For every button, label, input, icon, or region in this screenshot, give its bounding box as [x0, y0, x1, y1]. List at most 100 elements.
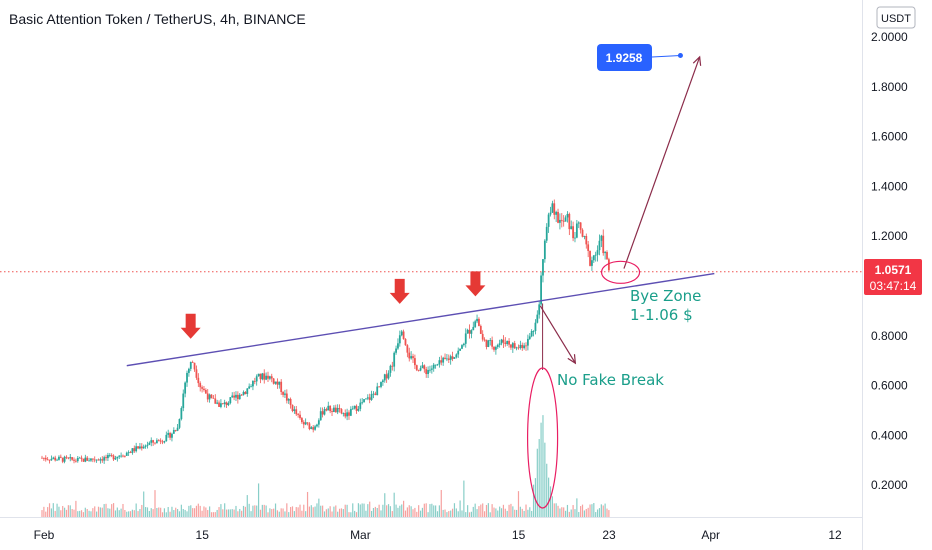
volume-bar: [578, 512, 580, 517]
candle-body: [255, 376, 258, 382]
candle-body: [75, 460, 77, 462]
candle-body: [208, 394, 211, 400]
volume-bar: [112, 503, 115, 517]
candle-body: [246, 388, 249, 394]
volume-bar: [389, 506, 392, 517]
resistance-marker: [465, 271, 486, 297]
volume-bar: [355, 512, 358, 517]
candle-body: [415, 365, 418, 371]
candle-body: [575, 223, 578, 238]
volume-bar: [161, 512, 164, 517]
volume-bar: [41, 510, 43, 517]
volume-bar: [391, 511, 393, 517]
volume-bar: [367, 504, 369, 517]
volume-bar: [133, 510, 135, 517]
candle-body: [127, 452, 130, 454]
volume-bar: [429, 504, 431, 517]
candle-body: [52, 457, 55, 459]
candle-body: [71, 457, 74, 460]
volume-bar: [540, 422, 542, 517]
volume-bar: [273, 508, 275, 517]
volume-bar: [207, 510, 209, 517]
candle-body: [210, 394, 213, 398]
candle-body: [248, 386, 251, 389]
candle-body: [385, 374, 388, 379]
time-axis[interactable]: Feb 15 Mar 15 23 Apr 12: [34, 528, 842, 542]
candle-body: [259, 373, 262, 380]
candle-body: [220, 403, 222, 407]
candle-body: [154, 442, 156, 444]
candle-body: [464, 333, 467, 344]
volume-bar: [570, 509, 572, 517]
candle-body: [517, 347, 520, 349]
candle-body: [238, 394, 241, 400]
target-label-box[interactable]: [597, 44, 652, 71]
currency-button[interactable]: USDT: [876, 6, 916, 29]
candle-body: [204, 390, 207, 394]
volume-bar: [363, 503, 365, 517]
volume-bar: [184, 509, 186, 517]
candle-body: [252, 381, 254, 387]
candle-body: [462, 343, 465, 346]
candle-body: [585, 236, 588, 245]
volume-bar: [386, 505, 388, 517]
volume-bar: [374, 506, 376, 517]
volume-bar: [467, 505, 469, 517]
candle-body: [293, 409, 296, 411]
candle-body: [355, 405, 358, 411]
volume-bar: [205, 507, 207, 517]
candle-body: [500, 339, 503, 344]
volume-bar: [241, 510, 243, 517]
volume-bar: [267, 512, 269, 517]
volume-bar: [218, 507, 220, 517]
candle-body: [383, 374, 386, 381]
candle-body: [606, 252, 608, 260]
candle-body: [559, 219, 561, 223]
candle-body: [184, 382, 187, 394]
target-arrow: [623, 55, 702, 269]
candle-body: [523, 345, 526, 349]
candle-body: [340, 409, 343, 414]
volume-bar: [572, 505, 574, 517]
volume-bar: [259, 509, 262, 517]
volume-bar: [124, 509, 126, 517]
candle-body: [321, 411, 324, 415]
volume-bar: [548, 477, 550, 517]
volume-bar: [435, 505, 437, 517]
candle-body: [395, 348, 397, 353]
volume-bar: [88, 510, 90, 517]
candle-body: [453, 357, 456, 359]
price-axis[interactable]: 2.00001.80001.60001.40001.20001.00000.80…: [871, 30, 908, 492]
currency-button-frame[interactable]: [876, 6, 916, 29]
volume-bar: [90, 511, 92, 517]
candle-body: [451, 356, 454, 359]
candle-body: [502, 339, 505, 343]
volume-bar: [502, 504, 505, 517]
volume-bar: [378, 504, 380, 517]
volume-bar: [410, 506, 412, 517]
candle-body: [88, 460, 90, 462]
candle-body: [566, 213, 569, 218]
volume-bar: [604, 503, 606, 517]
candle-body: [532, 330, 535, 332]
volume-bar: [67, 505, 69, 517]
volume-bar: [167, 507, 169, 517]
volume-bar: [370, 510, 373, 517]
target-label[interactable]: 1.9258: [597, 44, 652, 71]
candle-body: [212, 397, 215, 399]
volume-bar: [77, 511, 79, 517]
currency-button-label[interactable]: USDT: [881, 13, 911, 25]
volume-bar: [320, 505, 322, 517]
volume-bar: [387, 504, 390, 517]
candle-body: [504, 342, 507, 344]
volume-bar: [301, 510, 303, 517]
candle-body: [327, 405, 330, 411]
price-badge: 1.0571 03:47:14: [864, 259, 922, 295]
candle-body: [297, 414, 300, 415]
volume-bar: [546, 463, 548, 517]
candle-body: [461, 345, 463, 349]
volume-bar: [284, 511, 286, 517]
candle-body: [133, 448, 136, 452]
candle-body: [317, 420, 320, 425]
